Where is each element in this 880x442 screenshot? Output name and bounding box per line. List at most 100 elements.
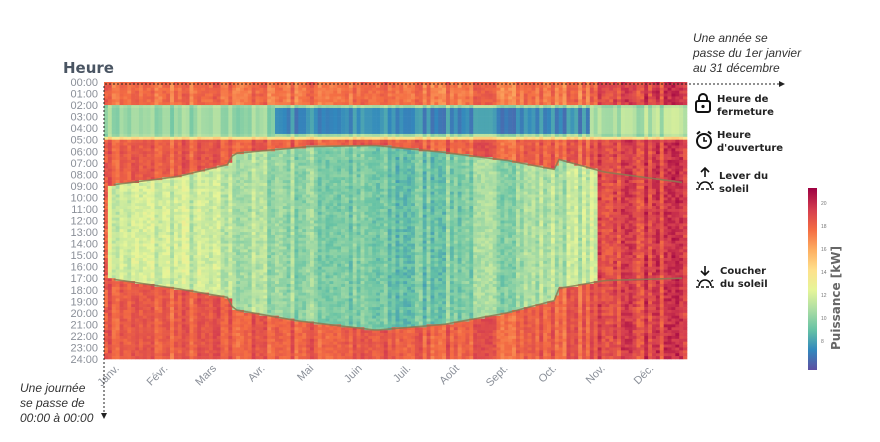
heatmap-cell [232, 133, 237, 138]
heatmap-cell [251, 350, 256, 354]
heatmap-cell [181, 194, 186, 198]
heatmap-cell [154, 229, 159, 233]
heatmap-cell [150, 185, 155, 190]
heatmap-cell [278, 110, 284, 115]
heatmap-cell [212, 93, 218, 97]
heatmap-cell [115, 220, 120, 224]
heatmap-cell [232, 159, 237, 164]
heatmap-cell [185, 208, 190, 213]
heatmap-cell [236, 165, 241, 169]
heatmap-cell [154, 136, 159, 141]
heatmap-cell [181, 102, 186, 106]
heatmap-cell [107, 206, 113, 210]
heatmap-cell [166, 292, 171, 296]
heatmap-cell [177, 105, 183, 109]
heatmap-cell [275, 318, 280, 322]
heatmap-cell [205, 298, 210, 302]
heatmap-cell [298, 289, 303, 293]
heatmap-cell [166, 139, 171, 143]
heatmap-cell [193, 96, 198, 100]
heatmap-cell [278, 142, 284, 146]
heatmap-cell [267, 128, 272, 132]
heatmap-cell [220, 200, 225, 204]
heatmap-cell [302, 107, 307, 112]
heatmap-cell [302, 90, 307, 94]
heatmap-cell [216, 341, 221, 345]
heatmap-cell [298, 350, 303, 354]
heatmap-cell [290, 122, 295, 126]
heatmap-cell [224, 133, 229, 138]
heatmap-cell [205, 338, 210, 342]
heatmap-cell [216, 214, 221, 218]
heatmap-cell [247, 93, 252, 97]
heatmap-cell [282, 298, 287, 302]
heatmap-cell [162, 321, 167, 325]
heatmap-cell [290, 191, 295, 195]
heatmap-cell [158, 122, 163, 126]
heatmap-cell [247, 335, 252, 340]
heatmap-cell [107, 324, 113, 328]
heatmap-cell [107, 113, 113, 117]
heatmap-cell [173, 82, 179, 86]
heatmap-cell [138, 338, 144, 342]
heatmap-cell [212, 171, 218, 175]
heatmap-cell [123, 260, 128, 265]
heatmap-cell [177, 82, 183, 86]
heatmap-cell [302, 102, 307, 106]
heatmap-cell [306, 84, 311, 89]
heatmap-cell [119, 286, 124, 291]
heatmap-cell [131, 278, 136, 282]
heatmap-cell [146, 119, 151, 123]
heatmap-cell [193, 131, 198, 135]
heatmap-cell [278, 307, 284, 311]
heatmap-cell [294, 197, 299, 201]
heatmap-cell [228, 350, 233, 354]
heatmap-cell [236, 87, 241, 91]
heatmap-cell [220, 110, 225, 115]
heatmap-cell [154, 93, 159, 97]
heatmap-cell [259, 142, 264, 146]
heatmap-cell [259, 191, 264, 195]
heatmap-cell [181, 335, 186, 340]
heatmap-cell [197, 283, 202, 288]
heatmap-cell [220, 93, 225, 97]
heatmap-cell [201, 283, 206, 288]
heatmap-cell [228, 226, 233, 230]
heatmap-cell [146, 208, 151, 213]
heatmap-cell [197, 292, 202, 296]
heatmap-cell [185, 136, 190, 141]
heatmap-cell [259, 246, 264, 250]
heatmap-cell [232, 315, 237, 319]
heatmap-cell [142, 133, 148, 138]
heatmap-cell [302, 304, 307, 308]
heatmap-cell [298, 240, 303, 244]
heatmap-cell [212, 217, 218, 221]
heatmap-cell [282, 133, 287, 138]
heatmap-cell [166, 286, 171, 291]
heatmap-cell [243, 260, 249, 265]
heatmap-cell [142, 263, 148, 267]
heatmap-cell [286, 128, 291, 132]
heatmap-cell [286, 272, 291, 276]
heatmap-cell [243, 258, 249, 262]
heatmap-cell [302, 272, 307, 276]
heatmap-cell [181, 214, 186, 218]
heatmap-cell [220, 318, 225, 322]
heatmap-cell [255, 356, 260, 360]
heatmap-cell [135, 263, 140, 267]
heatmap-cell [193, 229, 198, 233]
heatmap-cell [166, 347, 171, 351]
heatmap-cell [142, 240, 148, 244]
heatmap-cell [135, 327, 140, 331]
heatmap-cell [275, 125, 280, 129]
heatmap-cell [286, 237, 291, 241]
heatmap-cell [236, 182, 241, 187]
heatmap-cell [302, 350, 307, 354]
heatmap-cell [162, 105, 167, 109]
heatmap-cell [166, 252, 171, 256]
heatmap-cell [185, 145, 190, 149]
heatmap-cell [135, 330, 140, 334]
heatmap-cell [135, 217, 140, 221]
heatmap-cell [173, 243, 179, 247]
heatmap-cell [243, 298, 249, 302]
